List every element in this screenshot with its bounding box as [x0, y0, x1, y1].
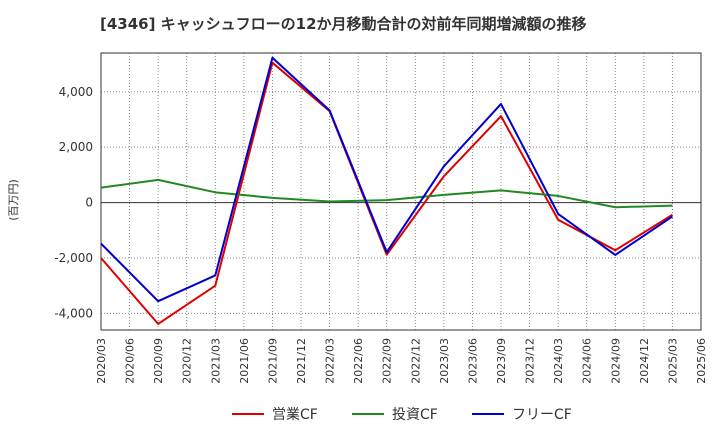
- legend: 営業CF 投資CF フリーCF: [232, 407, 572, 423]
- x-axis: 2020/03 2020/06 2020/09 2020/12 2021/03 2021/…: [95, 338, 708, 384]
- x-tick-label: 2021/09: [266, 338, 279, 384]
- series-line: [100, 178, 673, 209]
- x-tick-label: 2022/06: [352, 338, 365, 384]
- grid: [101, 53, 701, 330]
- x-tick-label: 2021/03: [209, 338, 222, 384]
- y-axis-label: (百万円): [7, 179, 20, 221]
- series: [100, 56, 673, 325]
- x-tick-label: 2025/03: [666, 338, 679, 384]
- x-tick-label: 2023/12: [524, 338, 537, 384]
- x-tick-label: 2024/12: [638, 338, 651, 384]
- x-tick-label: 2021/06: [238, 338, 251, 384]
- x-tick-label: 2020/09: [152, 338, 165, 384]
- x-tick-label: 2023/09: [495, 338, 508, 384]
- legend-label: フリーCF: [512, 407, 572, 423]
- y-tick-label: 2,000: [59, 140, 93, 154]
- x-tick-label: 2022/03: [324, 338, 337, 384]
- x-tick-label: 2021/12: [295, 338, 308, 384]
- chart-title: [4346] キャッシュフローの12か月移動合計の対前年同期増減額の推移: [100, 15, 587, 33]
- y-tick-label: -2,000: [54, 251, 93, 265]
- x-tick-label: 2024/09: [609, 338, 622, 384]
- series-line: [100, 56, 673, 303]
- plot-frame: [100, 52, 702, 331]
- x-tick-label: 2020/12: [181, 338, 194, 384]
- y-tick-label: 0: [85, 196, 93, 210]
- legend-label: 投資CF: [392, 407, 438, 423]
- y-tick-label: 4,000: [59, 85, 93, 99]
- x-tick-label: 2022/12: [409, 338, 422, 384]
- x-tick-label: 2024/06: [581, 338, 594, 384]
- x-tick-label: 2023/03: [438, 338, 451, 384]
- y-axis: 4,000 2,000 0 -2,000 -4,000: [54, 85, 93, 321]
- x-tick-label: 2023/06: [466, 338, 479, 384]
- series-line: [100, 61, 673, 325]
- legend-label: 営業CF: [272, 407, 318, 423]
- x-tick-label: 2020/06: [124, 338, 137, 384]
- x-tick-label: 2024/03: [552, 338, 565, 384]
- y-tick-label: -4,000: [54, 306, 93, 320]
- x-tick-label: 2025/06: [695, 338, 708, 384]
- x-tick-label: 2020/03: [95, 338, 108, 384]
- x-tick-label: 2022/09: [381, 338, 394, 384]
